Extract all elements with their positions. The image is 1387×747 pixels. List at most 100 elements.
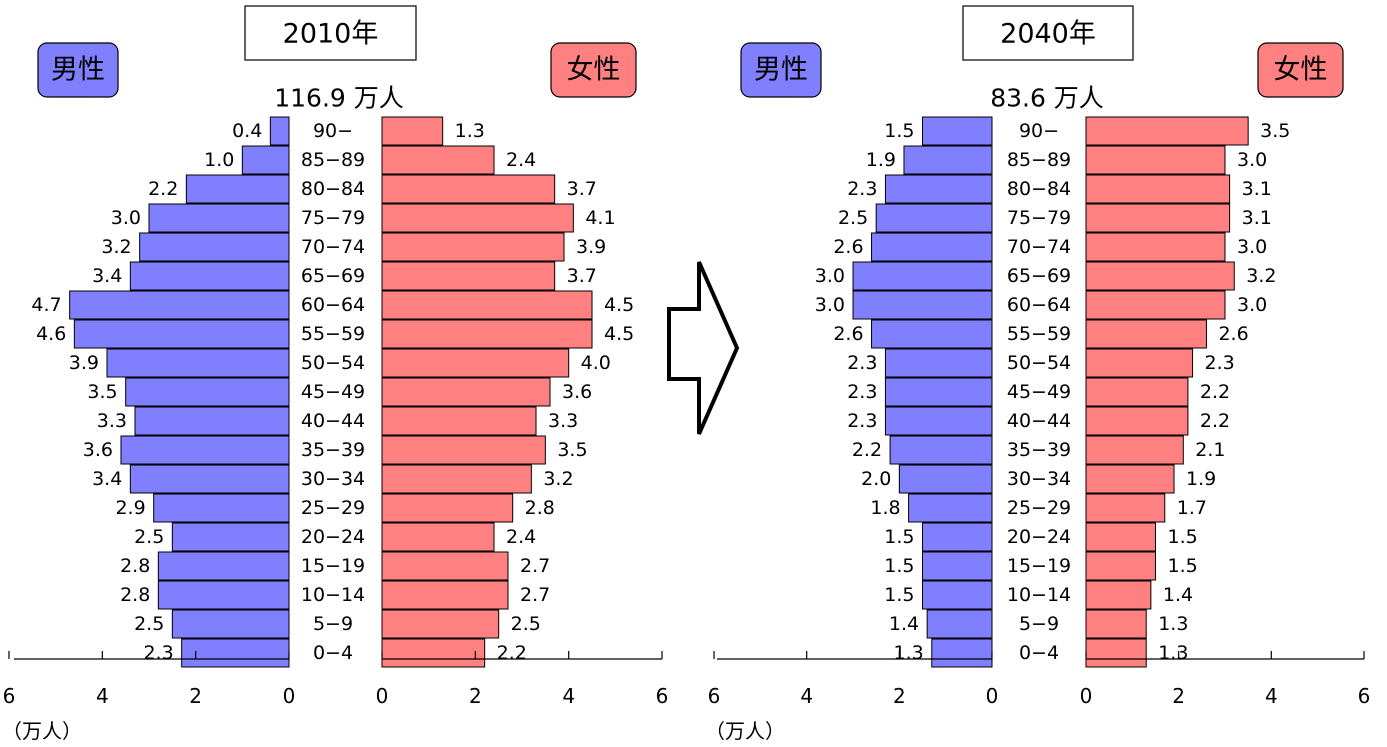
female-value-label-90-: 3.5 [1260, 120, 1290, 142]
female-value-label-50-54: 4.0 [581, 352, 611, 374]
legend-male-badge [37, 42, 119, 98]
female-value-label-50-54: 2.3 [1205, 352, 1235, 374]
legend-male-badge [740, 42, 822, 98]
male-value-label-10-14: 2.8 [120, 584, 150, 606]
age-group-label-85-89: 85−89 [1007, 149, 1071, 171]
age-group-label-50-54: 50−54 [301, 352, 365, 374]
male-bar-45-49 [884, 377, 993, 407]
male-value-label-0-4: 1.3 [894, 642, 924, 664]
age-group-label-30-34: 30−34 [301, 468, 365, 490]
male-bar-85-89 [241, 145, 290, 175]
male-bar-40-44 [134, 406, 290, 436]
age-group-label-20-24: 20−24 [301, 526, 365, 548]
male-value-label-80-84: 2.3 [847, 178, 877, 200]
male-value-label-70-74: 2.6 [833, 236, 863, 258]
legend-female-badge [550, 42, 637, 98]
male-bar-50-54 [884, 348, 993, 378]
chart-title: 2010年 [283, 19, 379, 50]
male-bar-90- [922, 116, 993, 146]
male-value-label-70-74: 3.2 [101, 236, 131, 258]
female-bar-0-4 [381, 638, 486, 668]
female-bar-20-24 [1085, 522, 1156, 552]
female-value-label-15-19: 2.7 [520, 555, 550, 577]
male-bar-10-14 [922, 580, 993, 610]
female-bar-55-59 [1085, 319, 1207, 349]
male-value-label-55-59: 2.6 [833, 323, 863, 345]
female-bar-35-39 [1085, 435, 1184, 465]
age-group-label-80-84: 80−84 [1007, 178, 1071, 200]
age-group-label-90-: 90− [313, 120, 353, 142]
male-bar-65-69 [129, 261, 290, 291]
age-group-label-15-19: 15−19 [1007, 555, 1071, 577]
female-value-label-0-4: 1.3 [1158, 642, 1188, 664]
male-bar-15-19 [157, 551, 290, 581]
age-group-label-55-59: 55−59 [1007, 323, 1071, 345]
age-group-label-10-14: 10−14 [301, 584, 365, 606]
male-tick-label: 2 [893, 684, 906, 708]
male-bar-20-24 [922, 522, 993, 552]
female-value-label-70-74: 3.9 [576, 236, 606, 258]
female-bar-5-9 [381, 609, 500, 639]
age-group-label-75-79: 75−79 [1007, 207, 1071, 229]
pyramid-panel-2: 2040年 83.6 万人 男性 女性 1.5 3.5 90− 1.9 3.0 85−89 2.3 3… [705, 5, 1370, 743]
male-bar-10-14 [157, 580, 290, 610]
female-value-label-85-89: 3.0 [1237, 149, 1267, 171]
total-population-label: 116.9 万人 [274, 84, 404, 113]
age-group-label-75-79: 75−79 [301, 207, 365, 229]
female-bar-25-29 [1085, 493, 1166, 523]
male-value-label-5-9: 1.4 [889, 613, 919, 635]
female-value-label-85-89: 2.4 [506, 149, 536, 171]
chart-title-box [962, 5, 1134, 61]
male-value-label-40-44: 2.3 [847, 410, 877, 432]
male-value-label-65-69: 3.0 [815, 265, 845, 287]
male-bar-5-9 [926, 609, 993, 639]
female-bar-30-34 [381, 464, 532, 494]
transition-arrow [667, 261, 740, 435]
female-bar-65-69 [1085, 261, 1235, 291]
female-value-label-80-84: 3.7 [567, 178, 597, 200]
female-bar-15-19 [1085, 551, 1156, 581]
male-bar-0-4 [931, 638, 993, 668]
female-value-label-65-69: 3.7 [567, 265, 597, 287]
male-value-label-10-14: 1.5 [884, 584, 914, 606]
female-value-label-25-29: 2.8 [525, 497, 555, 519]
male-bar-85-89 [903, 145, 993, 175]
male-value-label-30-34: 2.0 [861, 468, 891, 490]
male-bar-35-39 [120, 435, 290, 465]
age-group-label-85-89: 85−89 [301, 149, 365, 171]
female-tick-label: 0 [1080, 684, 1093, 708]
male-value-label-50-54: 2.3 [847, 352, 877, 374]
female-value-label-45-49: 2.2 [1200, 381, 1230, 403]
female-value-label-45-49: 3.6 [562, 381, 592, 403]
female-bar-70-74 [1085, 232, 1226, 262]
male-bar-80-84 [185, 174, 290, 204]
male-bar-70-74 [871, 232, 993, 262]
male-value-label-35-39: 2.2 [852, 439, 882, 461]
male-bar-60-64 [852, 290, 993, 320]
female-bar-40-44 [1085, 406, 1189, 436]
age-group-label-65-69: 65−69 [1007, 265, 1071, 287]
chart-title-box [244, 5, 417, 61]
male-tick-label: 0 [986, 684, 999, 708]
female-bar-5-9 [1085, 609, 1147, 639]
female-bar-50-54 [1085, 348, 1194, 378]
male-bar-50-54 [106, 348, 290, 378]
unit-label: （万人） [705, 719, 785, 743]
legend-female-badge [1257, 42, 1344, 98]
female-value-label-0-4: 2.2 [497, 642, 527, 664]
female-value-label-25-29: 1.7 [1177, 497, 1207, 519]
male-bar-30-34 [129, 464, 290, 494]
male-bar-15-19 [922, 551, 993, 581]
male-bar-65-69 [852, 261, 993, 291]
male-value-label-45-49: 2.3 [847, 381, 877, 403]
pyramid-panel-1: 2010年 116.9 万人 男性 女性 0.4 1.3 90− 1.0 2.4 85−89 2.2… [2, 5, 668, 743]
male-bar-70-74 [139, 232, 290, 262]
female-value-label-30-34: 3.2 [543, 468, 573, 490]
male-value-label-75-79: 2.5 [838, 207, 868, 229]
male-bar-80-84 [884, 174, 993, 204]
legend-male-label: 男性 [51, 55, 105, 86]
chart-title: 2040年 [1000, 19, 1096, 50]
male-bar-45-49 [125, 377, 290, 407]
female-bar-70-74 [381, 232, 565, 262]
age-group-label-20-24: 20−24 [1007, 526, 1071, 548]
